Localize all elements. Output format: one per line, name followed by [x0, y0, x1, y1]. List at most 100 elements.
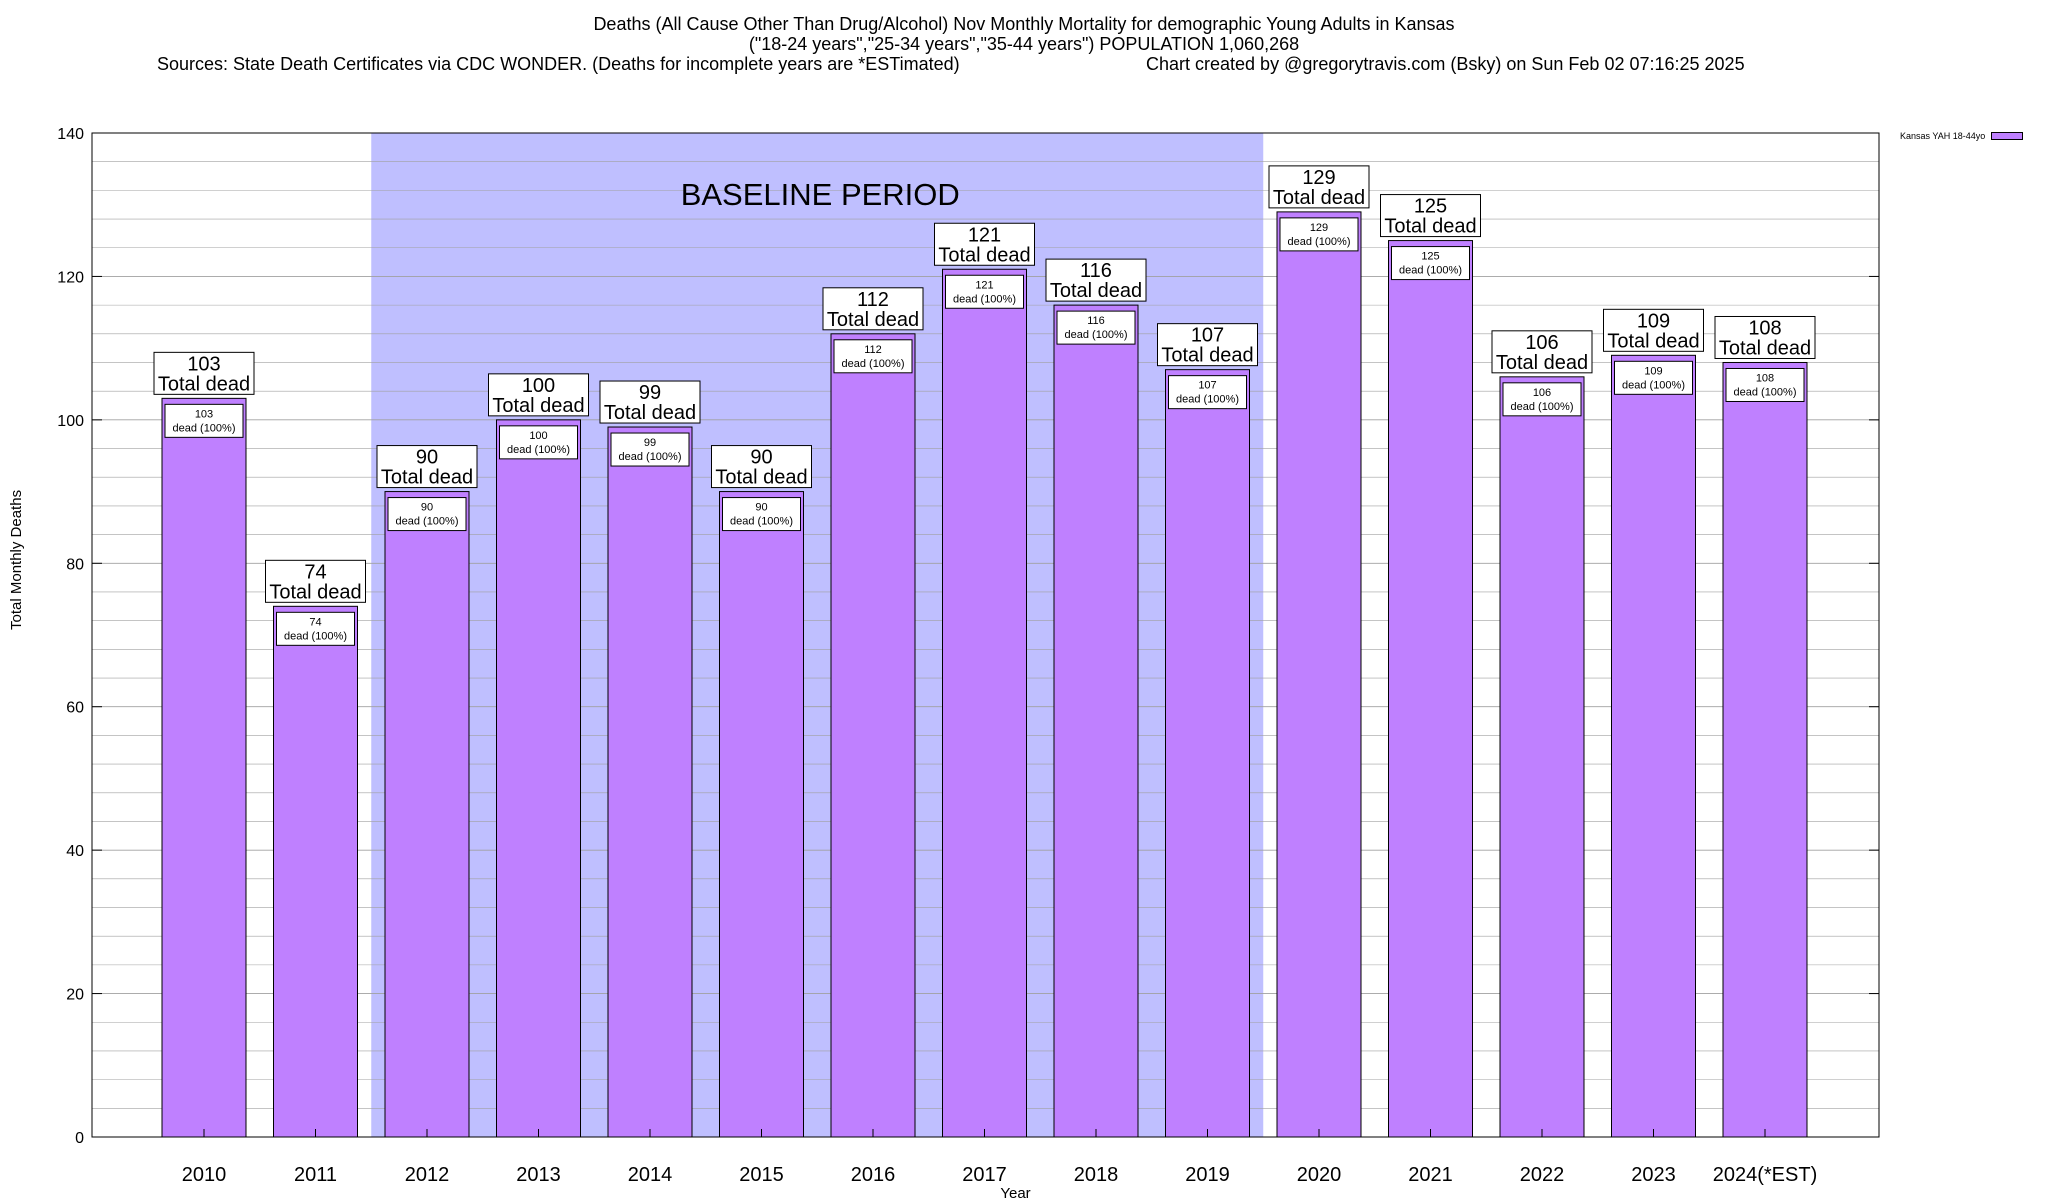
- y-tick-label: 120: [57, 269, 84, 286]
- bar: [1165, 369, 1250, 1138]
- x-tick-label: 2024(*EST): [1713, 1164, 1818, 1186]
- x-tick-label: 2018: [1074, 1164, 1119, 1186]
- bar: [384, 491, 470, 1138]
- x-tick-label: 2017: [962, 1164, 1007, 1186]
- top-label-box: [1268, 165, 1370, 209]
- inner-label-value: 107: [1198, 380, 1216, 392]
- top-label-text: Total dead: [827, 309, 919, 331]
- inner-label-box: [1279, 217, 1359, 252]
- inner-label-box: [1056, 310, 1136, 345]
- top-label-text: Total dead: [1607, 330, 1699, 352]
- x-tick-label: 2015: [739, 1164, 784, 1186]
- inner-label-value: 90: [421, 502, 433, 514]
- inner-label-box: [164, 403, 244, 438]
- inner-label-text: dead (100%): [507, 444, 570, 456]
- inner-label-value: 116: [1087, 315, 1105, 327]
- top-label-text: Total dead: [269, 581, 361, 603]
- x-tick-label: 2011: [294, 1164, 337, 1186]
- top-label-text: Total dead: [1384, 216, 1476, 238]
- top-label-value: 74: [304, 561, 326, 583]
- title-line-2: ("18-24 years","25-34 years","35-44 year…: [748, 34, 1300, 54]
- top-label-value: 108: [1748, 317, 1781, 339]
- top-label-box: [488, 373, 589, 417]
- inner-label-value: 121: [975, 279, 993, 291]
- x-tick-label: 2014: [628, 1164, 673, 1186]
- top-label-text: Total dead: [1161, 345, 1253, 367]
- inner-label-value: 125: [1421, 251, 1439, 263]
- inner-label-value: 90: [755, 502, 767, 514]
- inner-label-text: dead (100%): [1622, 379, 1685, 391]
- x-tick-label: 2023: [1631, 1164, 1676, 1186]
- inner-label-box: [722, 497, 801, 532]
- top-label-value: 129: [1302, 167, 1335, 189]
- x-tick-label: 2019: [1185, 1164, 1230, 1186]
- inner-label-text: dead (100%): [1065, 329, 1128, 341]
- legend-label: Kansas YAH 18-44yo: [1900, 131, 1986, 141]
- top-label-value: 90: [750, 447, 772, 469]
- inner-label-text: dead (100%): [396, 516, 459, 528]
- x-tick-label: 2013: [516, 1164, 561, 1186]
- top-label-box: [711, 445, 812, 489]
- inner-label-value: 103: [195, 408, 213, 420]
- y-tick-label: 60: [66, 700, 84, 717]
- top-label-text: Total dead: [381, 467, 473, 489]
- bar: [1722, 361, 1808, 1138]
- inner-label-box: [1168, 375, 1247, 410]
- y-tick-label: 140: [57, 126, 84, 143]
- top-label-text: Total dead: [715, 467, 807, 489]
- y-tick-label: 100: [57, 413, 84, 430]
- inner-label-box: [610, 432, 690, 467]
- top-label-box: [1157, 323, 1258, 367]
- inner-label-box: [1391, 246, 1470, 281]
- inner-label-box: [276, 611, 355, 646]
- inner-label-text: dead (100%): [284, 630, 347, 642]
- plot-frame: [91, 132, 1880, 1138]
- inner-label-box: [499, 425, 578, 460]
- top-label-box: [376, 445, 478, 489]
- chart-title: Deaths (All Cause Other Than Drug/Alcoho…: [0, 14, 2048, 74]
- bar: [161, 397, 247, 1138]
- x-tick-label: 2021: [1408, 1164, 1453, 1186]
- top-label-value: 107: [1191, 325, 1224, 347]
- top-label-value: 103: [187, 353, 220, 375]
- x-axis-label: Year: [1000, 1185, 1030, 1200]
- inner-label-value: 100: [529, 430, 547, 442]
- y-tick-label: 0: [75, 1130, 84, 1147]
- top-label-value: 116: [1080, 260, 1112, 282]
- inner-label-text: dead (100%): [842, 358, 905, 370]
- top-label-box: [265, 559, 366, 603]
- inner-label-text: dead (100%): [1399, 265, 1462, 277]
- y-tick-label: 20: [66, 987, 84, 1004]
- inner-label-value: 99: [644, 437, 656, 449]
- x-tick-label: 2012: [405, 1164, 450, 1186]
- x-tick-label: 2020: [1297, 1164, 1342, 1186]
- sources-text: Sources: State Death Certificates via CD…: [157, 54, 960, 74]
- top-label-value: 109: [1637, 310, 1670, 332]
- inner-label-text: dead (100%): [1176, 394, 1239, 406]
- top-label-box: [153, 351, 255, 395]
- top-label-text: Total dead: [492, 395, 584, 417]
- bar: [942, 268, 1027, 1138]
- top-label-box: [1603, 308, 1704, 352]
- top-label-value: 112: [857, 289, 889, 311]
- top-label-box: [1380, 194, 1481, 238]
- inner-label-box: [387, 497, 467, 532]
- inner-label-box: [1502, 382, 1582, 417]
- bar: [496, 419, 581, 1138]
- top-label-text: Total dead: [1050, 280, 1142, 302]
- top-label-box: [822, 287, 924, 331]
- inner-label-value: 106: [1533, 387, 1551, 399]
- title-line-3: Sources: State Death Certificates via CD…: [0, 54, 2048, 74]
- top-label-text: Total dead: [938, 244, 1030, 266]
- bar: [1388, 240, 1473, 1138]
- inner-label-box: [833, 339, 913, 374]
- x-tick-label: 2022: [1520, 1164, 1565, 1186]
- top-label-text: Total dead: [1496, 352, 1588, 374]
- bar: [1499, 376, 1585, 1138]
- inner-label-text: dead (100%): [1288, 236, 1351, 248]
- bar: [273, 605, 358, 1138]
- inner-label-text: dead (100%): [1511, 401, 1574, 413]
- inner-label-text: dead (100%): [730, 516, 793, 528]
- x-tick-label: 2010: [182, 1164, 227, 1186]
